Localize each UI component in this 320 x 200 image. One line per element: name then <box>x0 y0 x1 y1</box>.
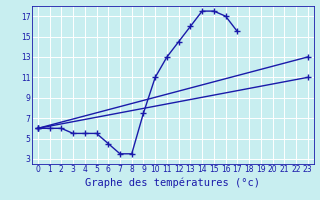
X-axis label: Graphe des températures (°c): Graphe des températures (°c) <box>85 177 260 188</box>
